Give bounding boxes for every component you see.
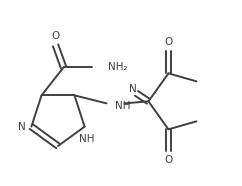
Text: O: O (164, 155, 173, 165)
Text: O: O (164, 37, 173, 47)
Text: NH: NH (115, 101, 131, 111)
Text: NH₂: NH₂ (107, 62, 127, 72)
Text: O: O (51, 31, 60, 41)
Text: N: N (18, 122, 25, 132)
Text: NH: NH (79, 134, 94, 144)
Text: N: N (129, 84, 136, 94)
